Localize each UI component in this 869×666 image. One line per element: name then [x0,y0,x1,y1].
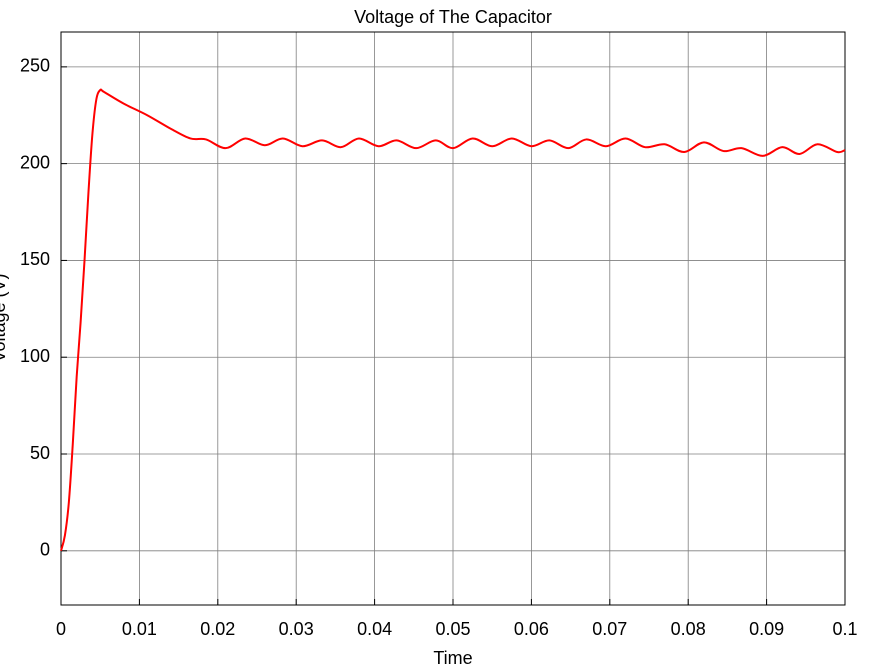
y-tick-label: 50 [30,443,50,463]
y-tick-label: 150 [20,249,50,269]
x-tick-label: 0.02 [200,619,235,639]
x-tick-label: 0 [56,619,66,639]
x-tick-label: 0.04 [357,619,392,639]
x-tick-label: 0.08 [671,619,706,639]
y-tick-label: 100 [20,346,50,366]
x-axis-label: Time [433,648,472,666]
x-tick-label: 0.05 [435,619,470,639]
y-tick-label: 200 [20,152,50,172]
x-tick-label: 0.01 [122,619,157,639]
y-tick-label: 250 [20,56,50,76]
x-tick-label: 0.07 [592,619,627,639]
x-tick-label: 0.06 [514,619,549,639]
data-line [60,88,846,552]
chart-title: Voltage of The Capacitor [354,7,552,27]
y-axis-label: Voltage (V) [0,273,9,362]
x-tick-label: 0.03 [279,619,314,639]
axes-box [60,31,846,606]
x-tick-label: 0.1 [832,619,857,639]
y-tick-label: 0 [40,540,50,560]
x-tick-label: 0.09 [749,619,784,639]
